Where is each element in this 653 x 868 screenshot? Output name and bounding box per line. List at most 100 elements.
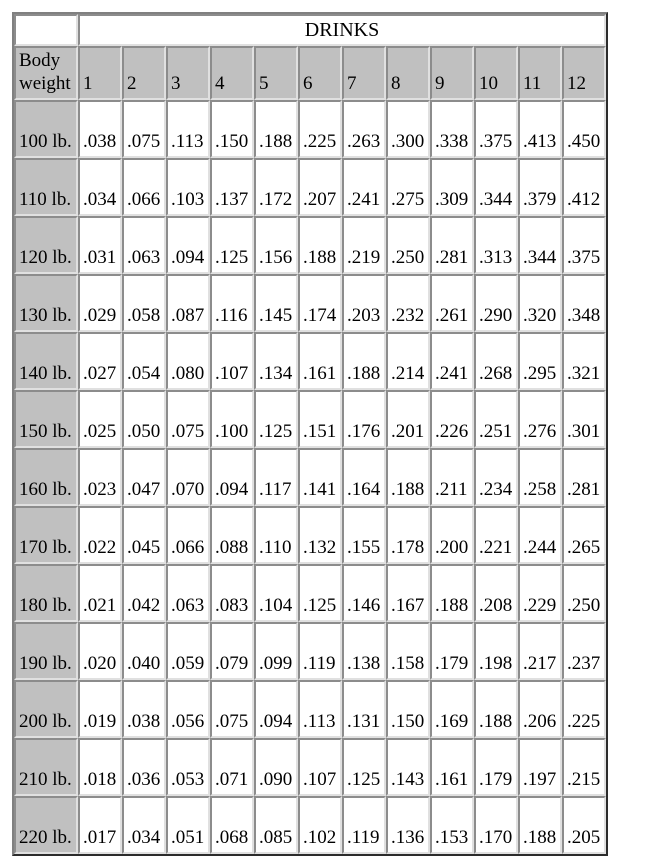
bac-value-cell: .412 [562,158,606,216]
weight-row-header: 200 lb. [14,680,78,738]
bac-value-cell: .198 [474,622,518,680]
bac-value-cell: .450 [562,100,606,158]
bac-value-cell: .021 [78,564,122,622]
bac-value-cell: .295 [518,332,562,390]
bac-value-cell: .261 [430,274,474,332]
bac-value-cell: .050 [122,390,166,448]
bac-value-cell: .268 [474,332,518,390]
bac-value-cell: .172 [254,158,298,216]
bac-value-cell: .042 [122,564,166,622]
bac-value-cell: .413 [518,100,562,158]
bac-value-cell: .025 [78,390,122,448]
bac-value-cell: .038 [78,100,122,158]
bac-value-cell: .107 [298,738,342,796]
bac-value-cell: .226 [430,390,474,448]
bac-value-cell: .125 [342,738,386,796]
bac-value-cell: .099 [254,622,298,680]
drink-col-header: 6 [298,46,342,100]
bac-value-cell: .017 [78,796,122,854]
bac-value-cell: .320 [518,274,562,332]
bac-value-cell: .188 [474,680,518,738]
weight-row-header: 140 lb. [14,332,78,390]
bac-value-cell: .251 [474,390,518,448]
bac-value-cell: .071 [210,738,254,796]
drink-col-header: 9 [430,46,474,100]
weight-row-header: 150 lb. [14,390,78,448]
bac-value-cell: .103 [166,158,210,216]
bac-value-cell: .265 [562,506,606,564]
bac-value-cell: .022 [78,506,122,564]
weight-row-header: 220 lb. [14,796,78,854]
bac-value-cell: .054 [122,332,166,390]
bac-value-cell: .161 [430,738,474,796]
bac-value-cell: .179 [474,738,518,796]
bac-value-cell: .215 [562,738,606,796]
drink-col-header: 4 [210,46,254,100]
table-row: 190 lb..020.040.059.079.099.119.138.158.… [14,622,606,680]
bac-value-cell: .217 [518,622,562,680]
bac-value-cell: .188 [518,796,562,854]
weight-row-header: 130 lb. [14,274,78,332]
bac-value-cell: .151 [298,390,342,448]
table-row: 150 lb..025.050.075.100.125.151.176.201.… [14,390,606,448]
bac-value-cell: .225 [298,100,342,158]
bac-value-cell: .019 [78,680,122,738]
bac-value-cell: .132 [298,506,342,564]
bac-value-cell: .263 [342,100,386,158]
bac-value-cell: .281 [562,448,606,506]
bac-value-cell: .110 [254,506,298,564]
table-row: 100 lb..038.075.113.150.188.225.263.300.… [14,100,606,158]
bac-value-cell: .085 [254,796,298,854]
drink-col-header: 5 [254,46,298,100]
bac-value-cell: .125 [298,564,342,622]
bac-value-cell: .188 [386,448,430,506]
bac-value-cell: .229 [518,564,562,622]
drink-col-header: 2 [122,46,166,100]
bac-value-cell: .174 [298,274,342,332]
bac-value-cell: .134 [254,332,298,390]
bac-value-cell: .145 [254,274,298,332]
bac-value-cell: .201 [386,390,430,448]
table-row: 200 lb..019.038.056.075.094.113.131.150.… [14,680,606,738]
bac-value-cell: .241 [430,332,474,390]
bac-value-cell: .221 [474,506,518,564]
drink-col-header: 1 [78,46,122,100]
weight-row-header: 190 lb. [14,622,78,680]
bac-value-cell: .029 [78,274,122,332]
bac-value-cell: .113 [298,680,342,738]
bac-value-cell: .027 [78,332,122,390]
bac-value-cell: .207 [298,158,342,216]
table-body: 100 lb..038.075.113.150.188.225.263.300.… [14,100,606,854]
table-row: 220 lb..017.034.051.068.085.102.119.136.… [14,796,606,854]
bac-value-cell: .059 [166,622,210,680]
bac-value-cell: .136 [386,796,430,854]
table-row: 160 lb..023.047.070.094.117.141.164.188.… [14,448,606,506]
bac-value-cell: .107 [210,332,254,390]
bac-value-cell: .188 [254,100,298,158]
table-row: 180 lb..021.042.063.083.104.125.146.167.… [14,564,606,622]
bac-value-cell: .075 [210,680,254,738]
bac-value-cell: .161 [298,332,342,390]
bac-value-cell: .188 [298,216,342,274]
bac-value-cell: .219 [342,216,386,274]
bac-value-cell: .344 [518,216,562,274]
bac-value-cell: .113 [166,100,210,158]
drink-col-header: 3 [166,46,210,100]
bac-value-cell: .244 [518,506,562,564]
bac-value-cell: .087 [166,274,210,332]
bac-value-cell: .116 [210,274,254,332]
bac-value-cell: .117 [254,448,298,506]
bac-value-cell: .079 [210,622,254,680]
bac-value-cell: .018 [78,738,122,796]
bac-value-cell: .179 [430,622,474,680]
title-row: DRINKS [14,14,606,46]
bac-value-cell: .051 [166,796,210,854]
weight-row-header: 170 lb. [14,506,78,564]
bac-value-cell: .083 [210,564,254,622]
bac-value-cell: .156 [254,216,298,274]
bac-value-cell: .119 [342,796,386,854]
bac-value-cell: .137 [210,158,254,216]
bac-value-cell: .313 [474,216,518,274]
bac-value-cell: .155 [342,506,386,564]
bac-value-cell: .178 [386,506,430,564]
